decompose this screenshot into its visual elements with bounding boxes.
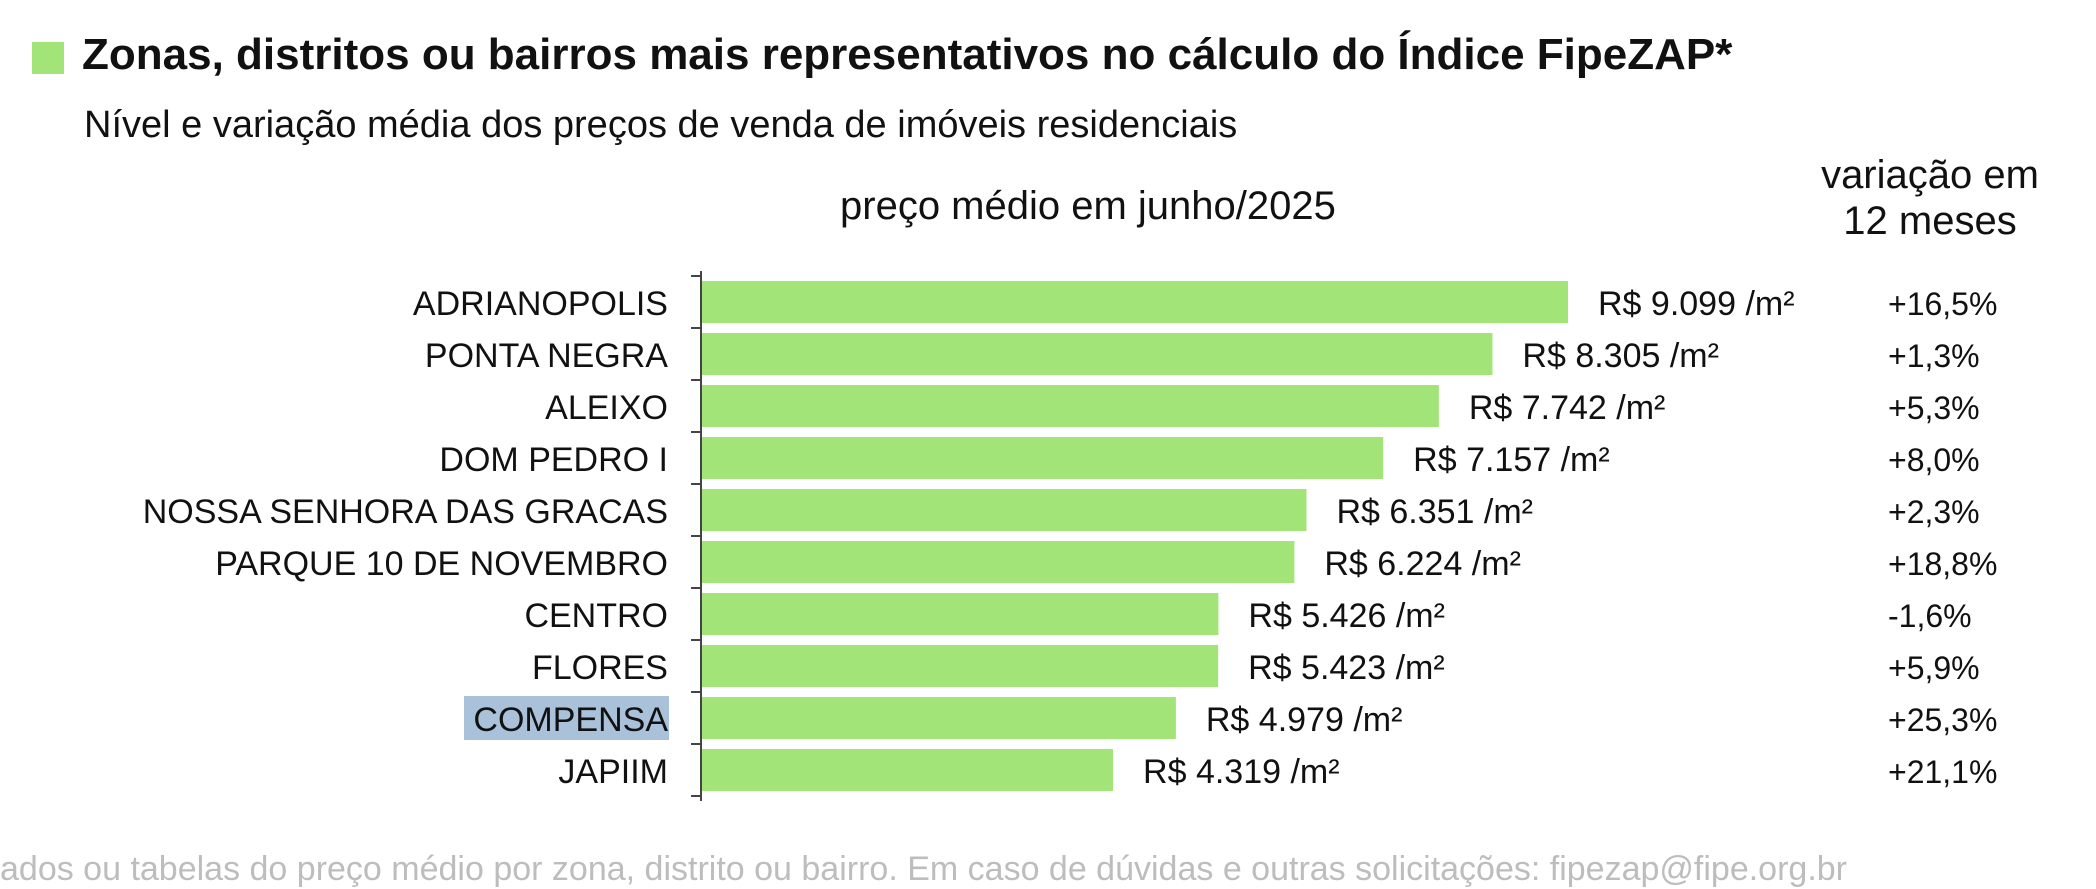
- bar: [702, 541, 1295, 583]
- category-label: PONTA NEGRA: [425, 337, 668, 375]
- variation-label: +18,8%: [1888, 546, 1997, 582]
- bar: [702, 749, 1114, 791]
- legend-square: [32, 42, 64, 74]
- footnote: ados ou tabelas do preço médio por zona,…: [0, 850, 1847, 888]
- category-label: ADRIANOPOLIS: [413, 285, 668, 323]
- value-label: R$ 5.426 /m²: [1248, 597, 1445, 635]
- variation-header-line1: variação em: [1821, 153, 2039, 197]
- bar: [702, 645, 1219, 687]
- category-label: ALEIXO: [545, 389, 668, 427]
- category-label: COMPENSA: [473, 701, 668, 739]
- price-column-header: preço médio em junho/2025: [840, 184, 1336, 228]
- variation-label: +5,3%: [1888, 390, 1980, 426]
- category-label: CENTRO: [524, 597, 668, 635]
- bar: [702, 489, 1307, 531]
- value-label: R$ 6.224 /m²: [1324, 545, 1521, 583]
- value-label: R$ 4.319 /m²: [1143, 753, 1340, 791]
- value-label: R$ 5.423 /m²: [1248, 649, 1445, 687]
- value-label: R$ 6.351 /m²: [1336, 493, 1533, 531]
- category-label: DOM PEDRO I: [439, 441, 668, 479]
- value-label: R$ 7.157 /m²: [1413, 441, 1610, 479]
- bar: [702, 697, 1176, 739]
- variation-label: +2,3%: [1888, 494, 1980, 530]
- variation-label: +25,3%: [1888, 702, 1997, 738]
- category-highlight: [464, 696, 669, 740]
- variation-label: +8,0%: [1888, 442, 1980, 478]
- bar: [702, 333, 1493, 375]
- chart-title: Zonas, distritos ou bairros mais represe…: [82, 30, 1733, 79]
- bar: [702, 593, 1219, 635]
- variation-label: +16,5%: [1888, 286, 1997, 322]
- bar: [702, 385, 1439, 427]
- bar: [702, 281, 1568, 323]
- variation-label: -1,6%: [1888, 598, 1972, 634]
- category-label: FLORES: [532, 649, 668, 687]
- value-label: R$ 4.979 /m²: [1206, 701, 1403, 739]
- variation-label: +5,9%: [1888, 650, 1980, 686]
- bar: [702, 437, 1384, 479]
- category-label: NOSSA SENHORA DAS GRACAS: [143, 493, 668, 531]
- category-label: JAPIIM: [558, 753, 668, 791]
- value-label: R$ 8.305 /m²: [1522, 337, 1719, 375]
- variation-column-header: variação em 12 meses: [1780, 152, 2080, 244]
- value-label: R$ 9.099 /m²: [1598, 285, 1795, 323]
- chart-subtitle: Nível e variação média dos preços de ven…: [84, 104, 1238, 146]
- variation-header-line2: 12 meses: [1843, 199, 2017, 243]
- variation-label: +1,3%: [1888, 338, 1980, 374]
- category-label: PARQUE 10 DE NOVEMBRO: [215, 545, 668, 583]
- variation-label: +21,1%: [1888, 754, 1997, 790]
- value-label: R$ 7.742 /m²: [1469, 389, 1666, 427]
